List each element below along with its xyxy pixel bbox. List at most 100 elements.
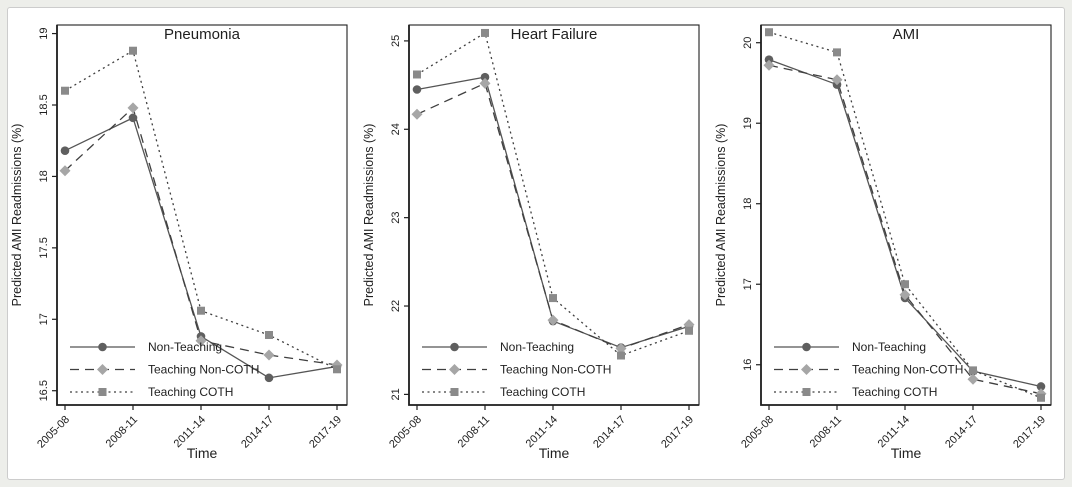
legend-item: Non-Teaching <box>422 340 574 354</box>
legend-label: Teaching COTH <box>500 385 585 399</box>
series-line <box>768 31 1042 399</box>
data-point-marker <box>98 388 107 396</box>
data-point-marker <box>61 86 69 95</box>
data-point-marker <box>450 342 459 352</box>
x-axis-label: Time <box>539 445 570 461</box>
x-tick-label: 2017-19 <box>659 414 696 451</box>
legend-label: Non-Teaching <box>852 340 926 354</box>
data-point-marker <box>1036 382 1046 391</box>
data-point-marker <box>450 388 459 396</box>
data-point-marker <box>449 364 460 375</box>
y-axis-label: Predicted AMI Readmissions (%) <box>362 124 376 307</box>
data-point-marker <box>615 342 627 354</box>
figure-frame: Pneumonia 16.5 17 17.5 18 18.5 19 2005-08 2008-1… <box>7 7 1065 480</box>
data-point-marker <box>197 306 205 315</box>
data-point-marker <box>480 72 490 82</box>
x-tick-label: 2005-08 <box>35 414 72 451</box>
y-tick-label: 18.5 <box>38 94 50 115</box>
series-line <box>768 59 1042 388</box>
legend-label: Teaching Non-COTH <box>500 363 611 377</box>
legend-item: Non-Teaching <box>774 340 926 354</box>
legend-label: Non-Teaching <box>148 340 222 354</box>
data-point-marker <box>967 373 979 385</box>
legend-item: Teaching COTH <box>422 385 585 399</box>
y-tick-label: 20 <box>742 37 754 49</box>
x-tick-label: 2008-11 <box>808 414 844 450</box>
y-tick-label: 16 <box>742 359 754 371</box>
data-point-marker <box>763 59 775 71</box>
data-point-marker <box>97 364 108 375</box>
data-point-marker <box>617 351 625 360</box>
x-tick-label: 2014-17 <box>943 414 980 451</box>
y-tick-label: 16.5 <box>38 380 50 401</box>
legend-item: Teaching Non-COTH <box>70 363 259 377</box>
data-point-marker <box>129 46 137 55</box>
data-point-marker <box>833 48 841 57</box>
x-tick-label: 2014-17 <box>591 414 628 451</box>
y-tick-label: 24 <box>390 123 402 135</box>
data-point-marker <box>969 366 977 375</box>
series-line <box>416 31 690 357</box>
legend-item: Non-Teaching <box>70 340 222 354</box>
data-point-marker <box>765 28 773 37</box>
chart-title: Pneumonia <box>164 26 241 43</box>
y-tick-label: 19 <box>38 27 50 39</box>
y-tick-label: 18 <box>38 170 50 182</box>
y-tick-label: 22 <box>390 300 402 312</box>
chart-title: Heart Failure <box>511 26 598 43</box>
x-axis-label: Time <box>187 445 218 461</box>
data-point-marker <box>685 326 693 335</box>
axis-lines <box>408 25 699 406</box>
y-tick-label: 21 <box>390 388 402 400</box>
legend-label: Teaching Non-COTH <box>852 363 963 377</box>
x-tick-label: 2014-17 <box>239 414 276 451</box>
data-point-marker <box>98 342 107 352</box>
data-point-marker <box>127 102 139 114</box>
data-point-marker <box>479 77 491 89</box>
chart-panel-heart-failure: Heart Failure 21 22 23 24 25 2005-08 2008-11 201… <box>362 24 700 461</box>
data-point-marker <box>802 342 811 352</box>
x-axis-label: Time <box>891 445 922 461</box>
data-point-marker <box>549 294 557 303</box>
y-tick-label: 23 <box>390 212 402 224</box>
legend-label: Teaching COTH <box>852 385 937 399</box>
y-tick-label: 17 <box>742 278 754 290</box>
x-tick-label: 2008-11 <box>456 414 492 450</box>
series-line <box>64 106 338 366</box>
data-point-marker <box>547 314 559 326</box>
data-point-marker <box>265 331 273 339</box>
x-tick-label: 2017-19 <box>1011 414 1048 451</box>
y-tick-label: 19 <box>742 117 754 129</box>
data-point-marker <box>899 289 911 301</box>
data-point-marker <box>801 364 812 375</box>
series-line <box>416 82 690 350</box>
legend-item: Teaching COTH <box>70 385 233 399</box>
data-point-marker <box>264 373 274 383</box>
x-tick-label: 2017-19 <box>307 414 344 451</box>
chart-panel-pneumonia: Pneumonia 16.5 17 17.5 18 18.5 19 2005-08 2008-1… <box>10 24 348 461</box>
series-line <box>64 49 338 370</box>
y-axis-label: Predicted AMI Readmissions (%) <box>714 124 728 307</box>
data-point-marker <box>195 335 207 347</box>
axis-lines <box>56 25 347 406</box>
data-point-marker <box>481 28 489 37</box>
data-point-marker <box>901 280 909 289</box>
axis-lines <box>760 25 1051 406</box>
series-line <box>416 76 690 349</box>
legend-label: Teaching COTH <box>148 385 233 399</box>
legend-item: Teaching Non-COTH <box>774 363 963 377</box>
legend-label: Non-Teaching <box>500 340 574 354</box>
chart-title: AMI <box>893 26 920 43</box>
x-tick-label: 2005-08 <box>387 414 424 451</box>
legend-item: Teaching COTH <box>774 385 937 399</box>
y-axis-label: Predicted AMI Readmissions (%) <box>10 124 24 307</box>
data-point-marker <box>413 70 421 79</box>
y-tick-label: 25 <box>390 35 402 47</box>
y-tick-label: 17 <box>38 313 50 325</box>
x-tick-label: 2008-11 <box>104 414 140 450</box>
data-point-marker <box>333 365 341 374</box>
legend-label: Teaching Non-COTH <box>148 363 259 377</box>
data-point-marker <box>60 146 70 156</box>
series-line <box>768 64 1042 395</box>
